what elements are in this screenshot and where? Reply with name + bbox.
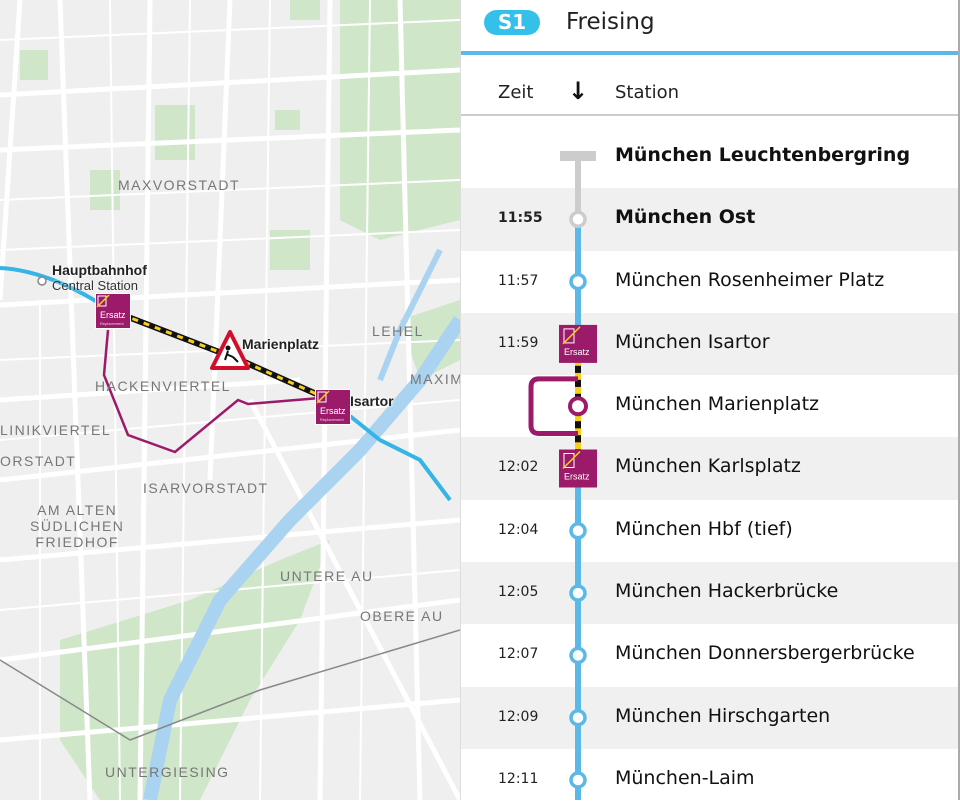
replacement-bus-icon[interactable]: Ersatz Replacement: [315, 389, 351, 425]
stop-row[interactable]: 12:07 München Donnersbergerbrücke: [461, 624, 958, 686]
district-label: ORSTADT: [0, 453, 77, 469]
stop-name: München Donnersbergerbrücke: [615, 642, 915, 665]
stop-time: 11:57: [498, 272, 539, 289]
district-label: ISARVORSTADT: [143, 480, 269, 496]
stop-row[interactable]: 12:04 München Hbf (tief): [461, 500, 958, 562]
station-label-marienplatz: Marienplatz: [242, 336, 320, 352]
stop-name: München Hbf (tief): [615, 517, 793, 540]
district-label: UNTERGIESING: [105, 764, 230, 780]
stop-row[interactable]: 11:57 München Rosenheimer Platz: [461, 251, 958, 313]
stop-name: München Marienplatz: [615, 393, 819, 416]
stop-row[interactable]: 11:55 München Ost: [461, 188, 958, 251]
stop-time: 12:09: [498, 708, 539, 725]
stop-time: 11:59: [498, 334, 539, 351]
arrow-down-icon[interactable]: ↓: [568, 77, 589, 105]
destination-title: Freising: [566, 9, 655, 35]
stop-row[interactable]: München Marienplatz: [461, 375, 958, 437]
stop-name: München Hirschgarten: [615, 704, 831, 727]
replacement-route: [102, 329, 321, 454]
district-label: UNTERE AU: [280, 568, 374, 584]
map[interactable]: Hauptbahnhof Central Station Marienplatz…: [0, 0, 460, 800]
stop-name: München Karlsplatz: [615, 455, 801, 478]
stop-row[interactable]: München Leuchtenbergring: [461, 126, 958, 188]
station-label-hbf: Hauptbahnhof: [52, 262, 147, 278]
stop-name: München Leuchtenbergring: [615, 144, 911, 166]
construction-warning-icon: [210, 330, 250, 370]
river-isar: [143, 316, 460, 800]
stop-row[interactable]: 12:11 München-Laim: [461, 749, 958, 811]
column-header: Zeit ↓ Station: [461, 63, 958, 116]
stop-name: München Hackerbrücke: [615, 580, 839, 603]
stop-name: München-Laim: [615, 766, 755, 789]
stop-time: 12:07: [498, 646, 539, 663]
district-label: MAXIM: [410, 371, 460, 387]
stop-row[interactable]: 11:59 München Isartor: [461, 312, 958, 376]
district-label: LEHEL: [372, 323, 424, 339]
map-base: [0, 0, 460, 800]
stop-name: München Ost: [615, 206, 756, 229]
district-label: HACKENVIERTEL: [95, 378, 231, 394]
district-label: LINIKVIERTEL: [0, 422, 112, 438]
district-label: OBERE AU: [360, 608, 444, 624]
stop-row[interactable]: 12:05 München Hackerbrücke: [461, 562, 958, 625]
stop-time: 12:04: [498, 521, 539, 538]
column-time: Zeit: [498, 82, 534, 103]
stop-row[interactable]: 12:02 München Karlsplatz: [461, 437, 958, 500]
replacement-bus-icon[interactable]: Ersatz Replacement: [95, 293, 131, 329]
stop-list: München Leuchtenbergring 11:55 München Ost…: [461, 126, 958, 811]
stop-time: 11:55: [498, 210, 543, 227]
district-label: AM ALTEN SÜDLICHEN FRIEDHOF: [30, 502, 125, 551]
stop-time: 12:02: [498, 459, 539, 476]
stop-name: München Rosenheimer Platz: [615, 268, 885, 291]
route-panel: S1 Freising Zeit ↓ Station München Leuch…: [460, 0, 960, 800]
stop-row[interactable]: 12:09 München Hirschgarten: [461, 686, 958, 749]
station-label-isartor: Isartor: [350, 393, 394, 409]
route-header: S1 Freising: [461, 0, 958, 55]
stop-name: München Isartor: [615, 330, 770, 353]
district-label: MAXVORSTADT: [118, 177, 241, 193]
stop-time: 12:11: [498, 770, 539, 787]
line-badge: S1: [484, 10, 540, 35]
rail-line: [0, 629, 460, 741]
roads: [0, 0, 460, 800]
column-station: Station: [615, 82, 679, 103]
stop-time: 12:05: [498, 584, 539, 601]
station-label-hbf-sub: Central Station: [52, 278, 138, 293]
